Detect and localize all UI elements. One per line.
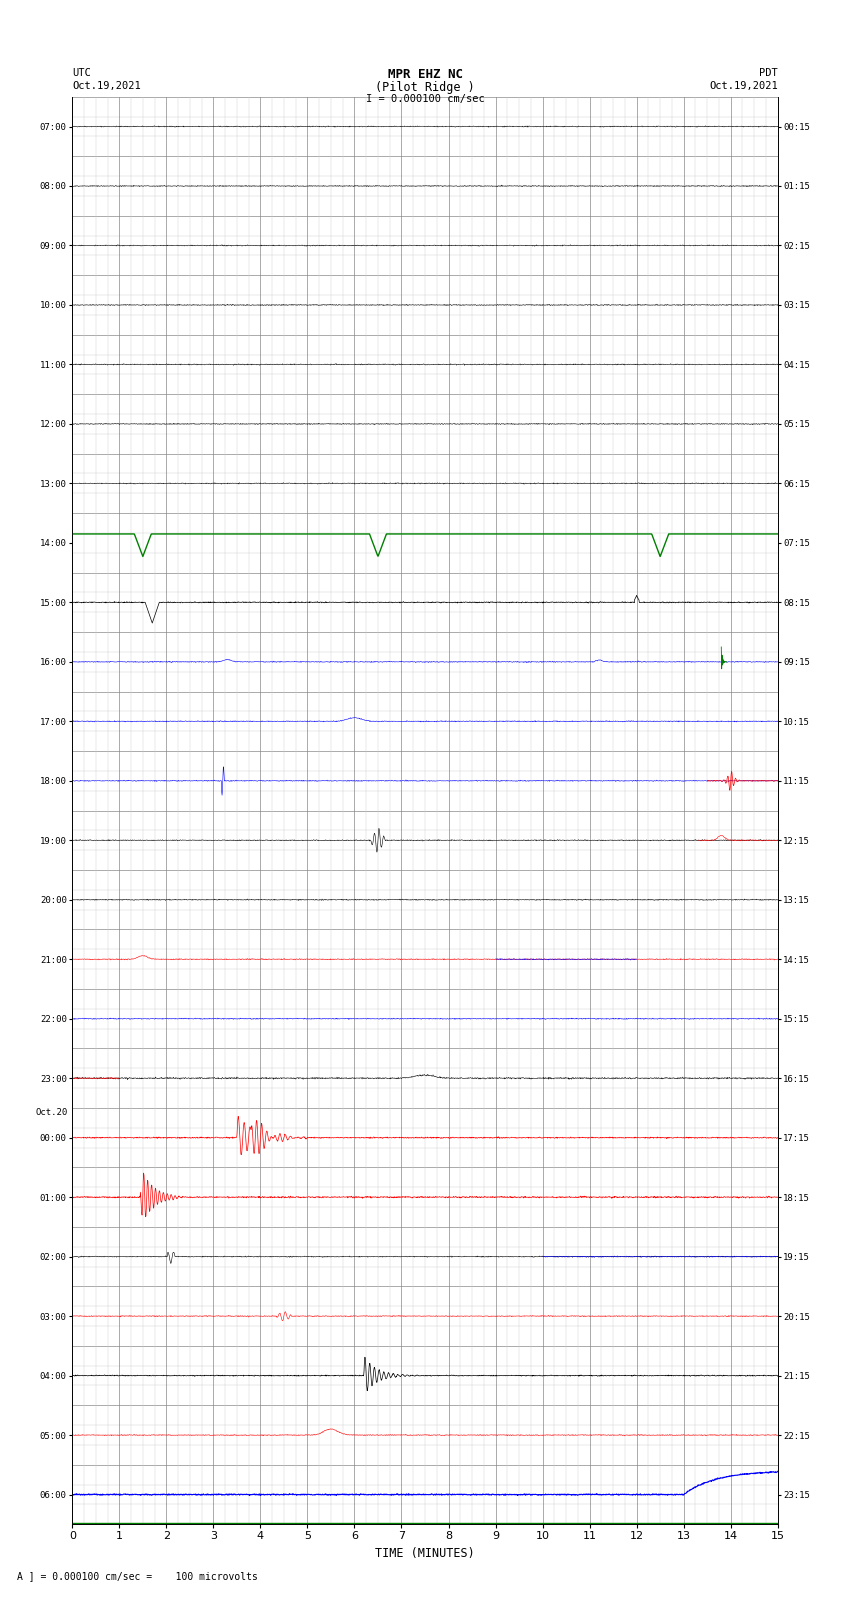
Text: A ] = 0.000100 cm/sec =    100 microvolts: A ] = 0.000100 cm/sec = 100 microvolts — [17, 1571, 258, 1581]
Text: (Pilot Ridge ): (Pilot Ridge ) — [375, 81, 475, 94]
Text: PDT: PDT — [759, 68, 778, 77]
Text: UTC: UTC — [72, 68, 91, 77]
X-axis label: TIME (MINUTES): TIME (MINUTES) — [375, 1547, 475, 1560]
Text: Oct.19,2021: Oct.19,2021 — [72, 81, 141, 90]
Text: MPR EHZ NC: MPR EHZ NC — [388, 68, 462, 81]
Text: Oct.20: Oct.20 — [36, 1108, 68, 1116]
Text: Oct.19,2021: Oct.19,2021 — [709, 81, 778, 90]
Text: I = 0.000100 cm/sec: I = 0.000100 cm/sec — [366, 94, 484, 103]
